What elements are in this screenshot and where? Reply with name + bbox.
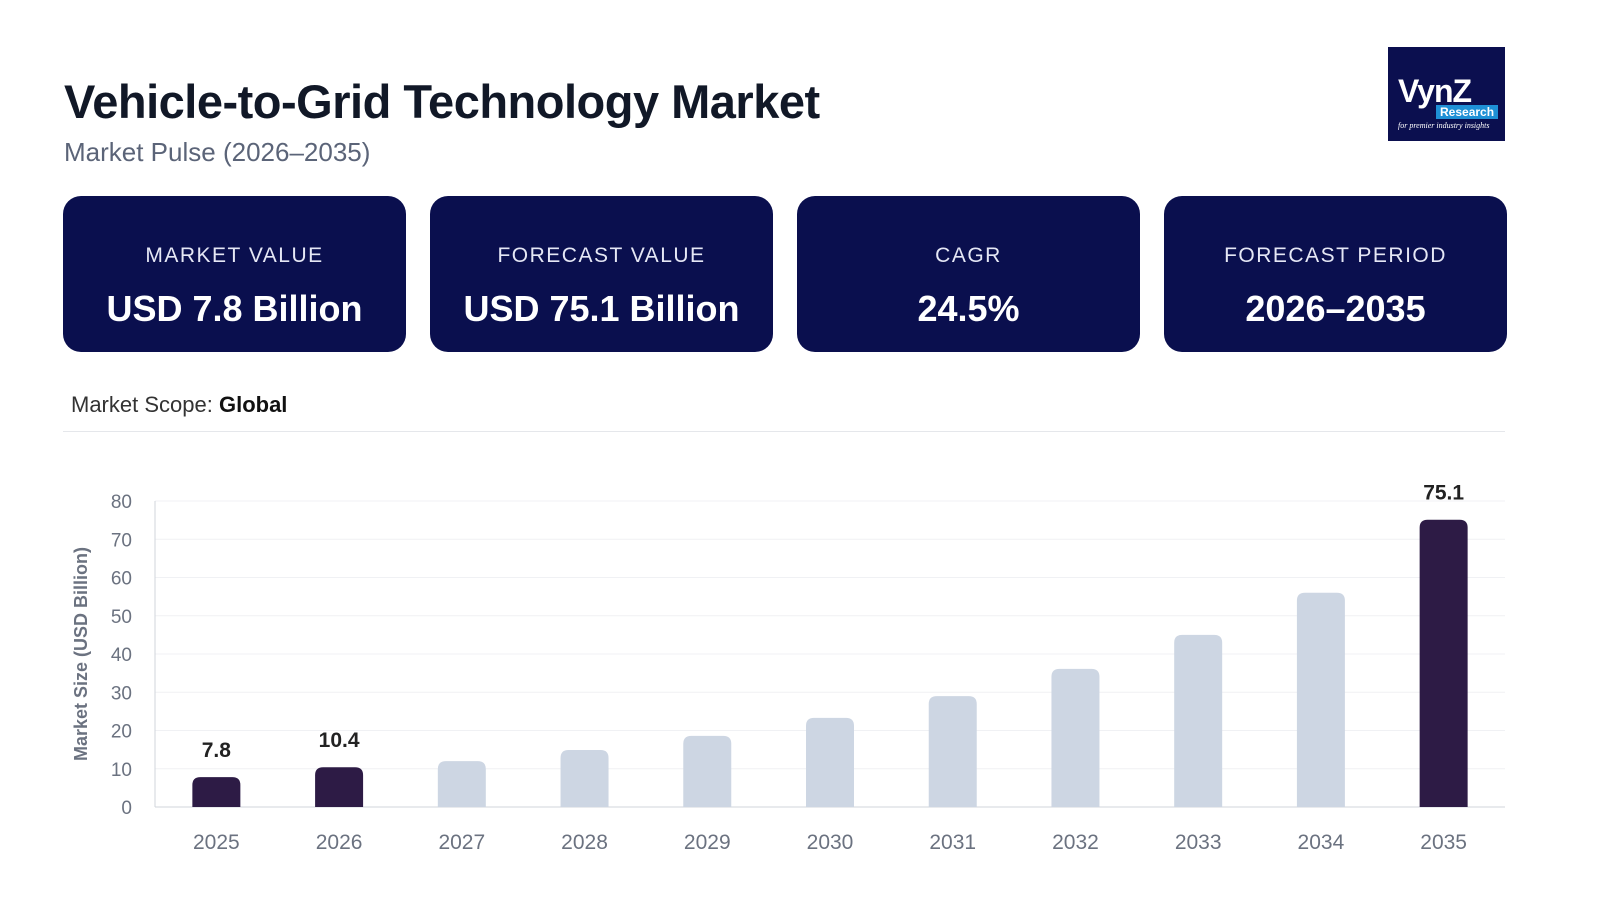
- bar-2032: [1051, 668, 1100, 807]
- y-tick-label: 40: [111, 645, 132, 666]
- data-label: 7.8: [202, 739, 232, 762]
- y-tick-label: 30: [111, 683, 132, 704]
- y-axis-label: Market Size (USD Billion): [71, 547, 91, 761]
- vynz-logo: VynZ Research for premier industry insig…: [1388, 47, 1505, 141]
- y-tick-label: 20: [111, 722, 132, 743]
- bar-2034: [1296, 592, 1345, 807]
- x-tick-label: 2032: [1052, 831, 1099, 854]
- x-tick-label: 2029: [684, 831, 731, 854]
- bar-2031: [928, 696, 977, 807]
- bar-2026: [315, 767, 364, 807]
- card-label: MARKET VALUE: [145, 244, 324, 267]
- scope-label: Market Scope:: [71, 392, 213, 417]
- data-label: 10.4: [319, 729, 360, 752]
- card-forecast-period: FORECAST PERIOD 2026–2035: [1164, 196, 1507, 352]
- kpi-cards: MARKET VALUE USD 7.8 Billion FORECAST VAL…: [63, 196, 1507, 352]
- y-tick-label: 70: [111, 530, 132, 551]
- market-scope: Market Scope: Global: [71, 392, 287, 418]
- x-tick-label: 2030: [807, 831, 854, 854]
- card-value: USD 7.8 Billion: [106, 288, 363, 329]
- logo-tagline: for premier industry insights: [1398, 121, 1490, 130]
- page-title: Vehicle-to-Grid Technology Market: [64, 75, 820, 128]
- bar-2029: [683, 735, 732, 807]
- card-label: CAGR: [935, 244, 1002, 267]
- x-tick-label: 2035: [1420, 831, 1467, 854]
- logo-badge: Research: [1436, 105, 1499, 119]
- divider: [63, 431, 1505, 432]
- x-tick-label: 2025: [193, 831, 240, 854]
- card-value: USD 75.1 Billion: [463, 288, 740, 329]
- card-market-value: MARKET VALUE USD 7.8 Billion: [63, 196, 406, 352]
- bar-2033: [1174, 634, 1223, 807]
- card-value: 24.5%: [917, 288, 1020, 329]
- bar-2030: [806, 717, 854, 807]
- logo-text: VynZ: [1398, 73, 1472, 109]
- card-forecast-value: FORECAST VALUE USD 75.1 Billion: [430, 196, 773, 352]
- bar-2027: [437, 761, 486, 807]
- x-tick-label: 2034: [1298, 831, 1345, 854]
- y-tick-label: 50: [111, 607, 132, 628]
- bar-2025: [192, 777, 241, 807]
- y-tick-label: 80: [111, 492, 132, 513]
- card-label: FORECAST PERIOD: [1224, 244, 1447, 267]
- x-tick-label: 2031: [929, 831, 976, 854]
- data-label: 75.1: [1423, 482, 1464, 505]
- x-tick-label: 2028: [561, 831, 608, 854]
- bar-2035: [1419, 519, 1468, 807]
- y-tick-label: 0: [121, 798, 132, 819]
- x-tick-label: 2027: [438, 831, 485, 854]
- page-subtitle: Market Pulse (2026–2035): [64, 137, 371, 167]
- card-value: 2026–2035: [1245, 288, 1426, 329]
- x-tick-label: 2033: [1175, 831, 1222, 854]
- bar-2028: [560, 750, 609, 807]
- card-cagr: CAGR 24.5%: [797, 196, 1140, 352]
- card-label: FORECAST VALUE: [497, 244, 706, 267]
- y-tick-label: 60: [111, 569, 132, 590]
- scope-value: Global: [218, 392, 288, 417]
- y-tick-label: 10: [111, 760, 132, 781]
- x-tick-label: 2026: [316, 831, 363, 854]
